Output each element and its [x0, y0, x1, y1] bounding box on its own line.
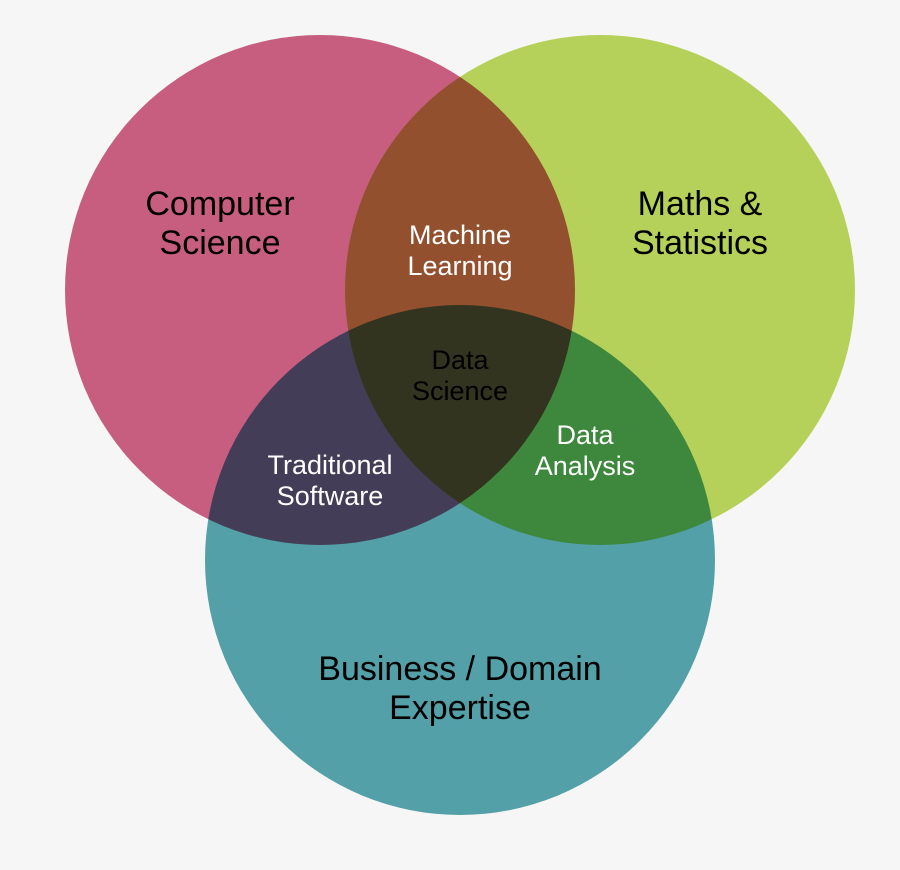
- label-domain-expertise: Business / Domain Expertise: [240, 650, 680, 728]
- label-traditional-software: Traditional Software: [230, 450, 430, 512]
- label-data-science: Data Science: [360, 345, 560, 407]
- label-maths-statistics: Maths & Statistics: [570, 185, 830, 263]
- venn-diagram: Computer Science Maths & Statistics Busi…: [0, 0, 900, 870]
- label-machine-learning: Machine Learning: [360, 220, 560, 282]
- label-data-analysis: Data Analysis: [485, 420, 685, 482]
- label-computer-science: Computer Science: [90, 185, 350, 263]
